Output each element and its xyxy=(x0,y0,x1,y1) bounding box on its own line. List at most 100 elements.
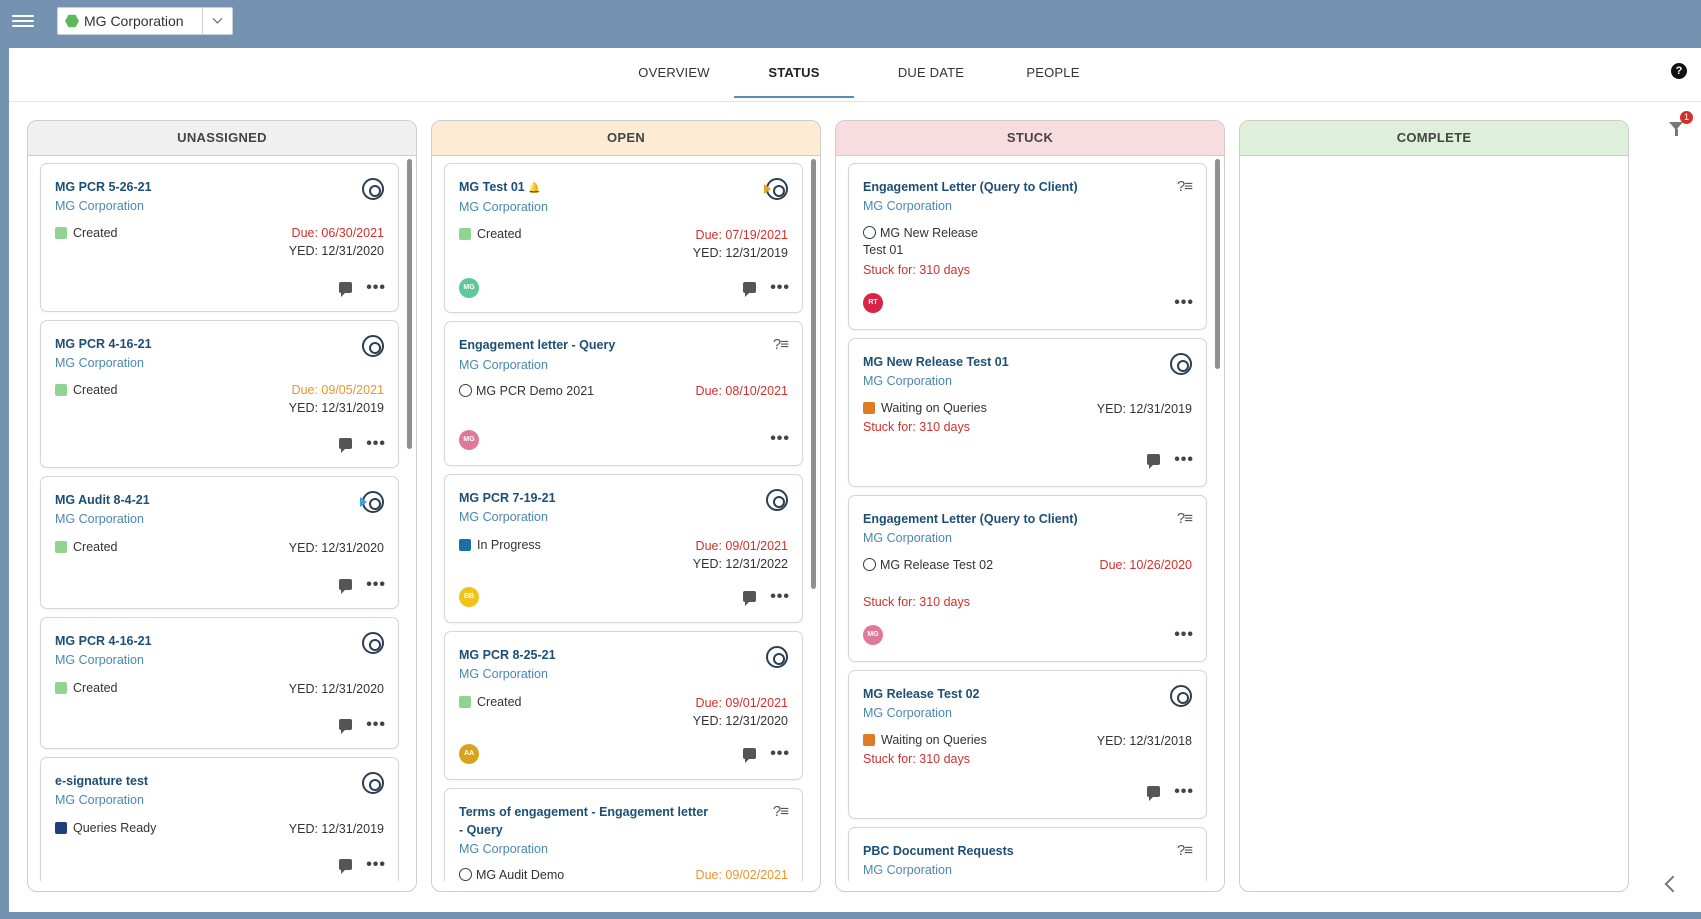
card-title[interactable]: MG Release Test 02 xyxy=(863,687,980,701)
workflow-icon[interactable] xyxy=(360,491,384,513)
card-title[interactable]: MG PCR 8-25-21 xyxy=(459,648,556,662)
engagement-card[interactable]: MG PCR 8-25-21 MG Corporation Created Du… xyxy=(444,631,803,780)
more-icon[interactable]: ••• xyxy=(1174,626,1194,643)
card-title[interactable]: Terms of engagement - Engagement letter … xyxy=(459,805,709,837)
more-icon[interactable]: ••• xyxy=(366,278,386,296)
engagement-card[interactable]: MG Release Test 02 MG Corporation Waitin… xyxy=(848,670,1207,819)
tab-people[interactable]: PEOPLE xyxy=(1026,65,1080,80)
workflow-icon[interactable] xyxy=(766,489,788,511)
workflow-icon[interactable] xyxy=(764,178,788,200)
engagement-card[interactable]: MG PCR 7-19-21 MG Corporation In Progres… xyxy=(444,474,803,623)
card-yed: YED: 12/31/2020 xyxy=(288,541,384,555)
engagement-card[interactable]: e-signature test MG Corporation Queries … xyxy=(40,757,399,881)
card-title[interactable]: MG Audit 8-4-21 xyxy=(55,493,150,507)
avatar[interactable]: AA xyxy=(459,744,479,764)
comment-icon[interactable] xyxy=(1147,786,1161,801)
more-icon[interactable]: ••• xyxy=(366,855,386,873)
organization-selector[interactable]: MG Corporation xyxy=(57,7,233,35)
chevron-down-icon[interactable] xyxy=(202,8,232,34)
card-title[interactable]: Engagement letter - Query xyxy=(459,338,616,352)
tab-due-date[interactable]: DUE DATE xyxy=(897,65,965,80)
engagement-card[interactable]: MG Audit 8-4-21 MG Corporation Created Y… xyxy=(40,476,399,609)
column-body[interactable]: MG PCR 5-26-21 MG Corporation Created Du… xyxy=(28,156,416,881)
column-header: STUCK xyxy=(836,121,1224,156)
comment-icon[interactable] xyxy=(339,438,353,453)
engagement-card[interactable]: Terms of engagement - Engagement letter … xyxy=(444,788,803,881)
more-icon[interactable]: ••• xyxy=(366,715,386,733)
query-list-icon[interactable]: ?≡ xyxy=(1176,510,1193,527)
engagement-card[interactable]: MG PCR 4-16-21 MG Corporation Created Du… xyxy=(40,320,399,468)
more-icon[interactable]: ••• xyxy=(770,744,790,762)
column-body[interactable]: Engagement Letter (Query to Client) MG C… xyxy=(836,156,1224,881)
card-project-label: MG New Release Test 01 xyxy=(863,226,978,257)
avatar[interactable]: RT xyxy=(863,293,883,313)
card-dates: Due: 09/02/2021 xyxy=(696,866,788,881)
card-title[interactable]: e-signature test xyxy=(55,774,149,788)
engagement-card[interactable]: Engagement Letter (Query to Client) MG C… xyxy=(848,495,1207,662)
card-title[interactable]: MG PCR 7-19-21 xyxy=(459,491,556,505)
stuck-duration: Stuck for: 310 days xyxy=(863,420,971,434)
card-title[interactable]: Engagement Letter (Query to Client) xyxy=(863,512,1078,526)
more-icon[interactable]: ••• xyxy=(1174,450,1194,468)
card-title[interactable]: Engagement Letter (Query to Client) xyxy=(863,180,1078,194)
card-title[interactable]: MG Test 01 🔔 xyxy=(459,178,541,198)
comment-icon[interactable] xyxy=(1147,454,1161,469)
card-title[interactable]: MG PCR 4-16-21 xyxy=(55,634,152,648)
engagement-card[interactable]: PBC Document Requests MG Corporation ?≡ xyxy=(848,827,1207,881)
query-list-icon[interactable]: ?≡ xyxy=(772,336,789,353)
engagement-card[interactable]: MG PCR 5-26-21 MG Corporation Created Du… xyxy=(40,163,399,312)
comment-icon[interactable] xyxy=(743,591,757,606)
card-title[interactable]: MG PCR 4-16-21 xyxy=(55,337,152,351)
workflow-icon[interactable] xyxy=(362,178,384,200)
more-icon[interactable]: ••• xyxy=(1174,294,1194,311)
comment-icon[interactable] xyxy=(743,748,757,763)
more-icon[interactable]: ••• xyxy=(770,430,790,447)
card-client: MG Corporation xyxy=(459,200,548,214)
comment-icon[interactable] xyxy=(339,859,353,874)
query-list-icon[interactable]: ?≡ xyxy=(1176,842,1193,859)
more-icon[interactable]: ••• xyxy=(366,434,386,452)
avatar[interactable]: BB xyxy=(459,587,479,607)
workflow-icon[interactable] xyxy=(766,646,788,668)
more-icon[interactable]: ••• xyxy=(770,587,790,605)
workflow-icon[interactable] xyxy=(362,772,384,794)
engagement-card[interactable]: Engagement Letter (Query to Client) MG C… xyxy=(848,163,1207,330)
avatar[interactable]: MG xyxy=(863,625,883,645)
workflow-icon[interactable] xyxy=(362,632,384,654)
more-icon[interactable]: ••• xyxy=(1174,782,1194,800)
engagement-card[interactable]: MG New Release Test 01 MG Corporation Wa… xyxy=(848,338,1207,487)
main-panel: OVERVIEW STATUS DUE DATE PEOPLE ? UNASSI… xyxy=(9,48,1701,912)
scrollbar[interactable] xyxy=(811,159,816,589)
tab-overview[interactable]: OVERVIEW xyxy=(638,65,710,80)
engagement-card[interactable]: MG PCR 4-16-21 MG Corporation Created YE… xyxy=(40,617,399,749)
card-client: MG Corporation xyxy=(459,667,548,681)
more-icon[interactable]: ••• xyxy=(366,575,386,593)
card-title[interactable]: MG PCR 5-26-21 xyxy=(55,180,152,194)
menu-icon[interactable] xyxy=(12,12,34,30)
engagement-card[interactable]: Engagement letter - Query MG Corporation… xyxy=(444,321,803,466)
scrollbar[interactable] xyxy=(1215,159,1220,369)
help-icon[interactable]: ? xyxy=(1671,63,1687,79)
tab-status[interactable]: STATUS xyxy=(734,48,854,98)
workflow-icon[interactable] xyxy=(1170,685,1192,707)
comment-icon[interactable] xyxy=(339,719,353,734)
card-title[interactable]: MG New Release Test 01 xyxy=(863,355,1009,369)
comment-icon[interactable] xyxy=(339,579,353,594)
scrollbar[interactable] xyxy=(407,159,412,449)
card-status: Queries Ready xyxy=(55,821,156,835)
status-color-icon xyxy=(55,541,67,553)
comment-icon[interactable] xyxy=(743,282,757,297)
top-bar: MG Corporation xyxy=(0,0,1701,48)
card-title[interactable]: PBC Document Requests xyxy=(863,844,1014,858)
column-body[interactable]: MG Test 01 🔔 MG Corporation Created Due:… xyxy=(432,156,820,881)
more-icon[interactable]: ••• xyxy=(770,278,790,296)
engagement-card[interactable]: MG Test 01 🔔 MG Corporation Created Due:… xyxy=(444,163,803,313)
query-list-icon[interactable]: ?≡ xyxy=(1176,178,1193,195)
filter-icon[interactable]: 1 xyxy=(1665,111,1693,142)
avatar[interactable]: MG xyxy=(459,430,479,450)
workflow-icon[interactable] xyxy=(1170,353,1192,375)
avatar[interactable]: MG xyxy=(459,278,479,298)
query-list-icon[interactable]: ?≡ xyxy=(772,803,789,820)
workflow-icon[interactable] xyxy=(362,335,384,357)
comment-icon[interactable] xyxy=(339,282,353,297)
